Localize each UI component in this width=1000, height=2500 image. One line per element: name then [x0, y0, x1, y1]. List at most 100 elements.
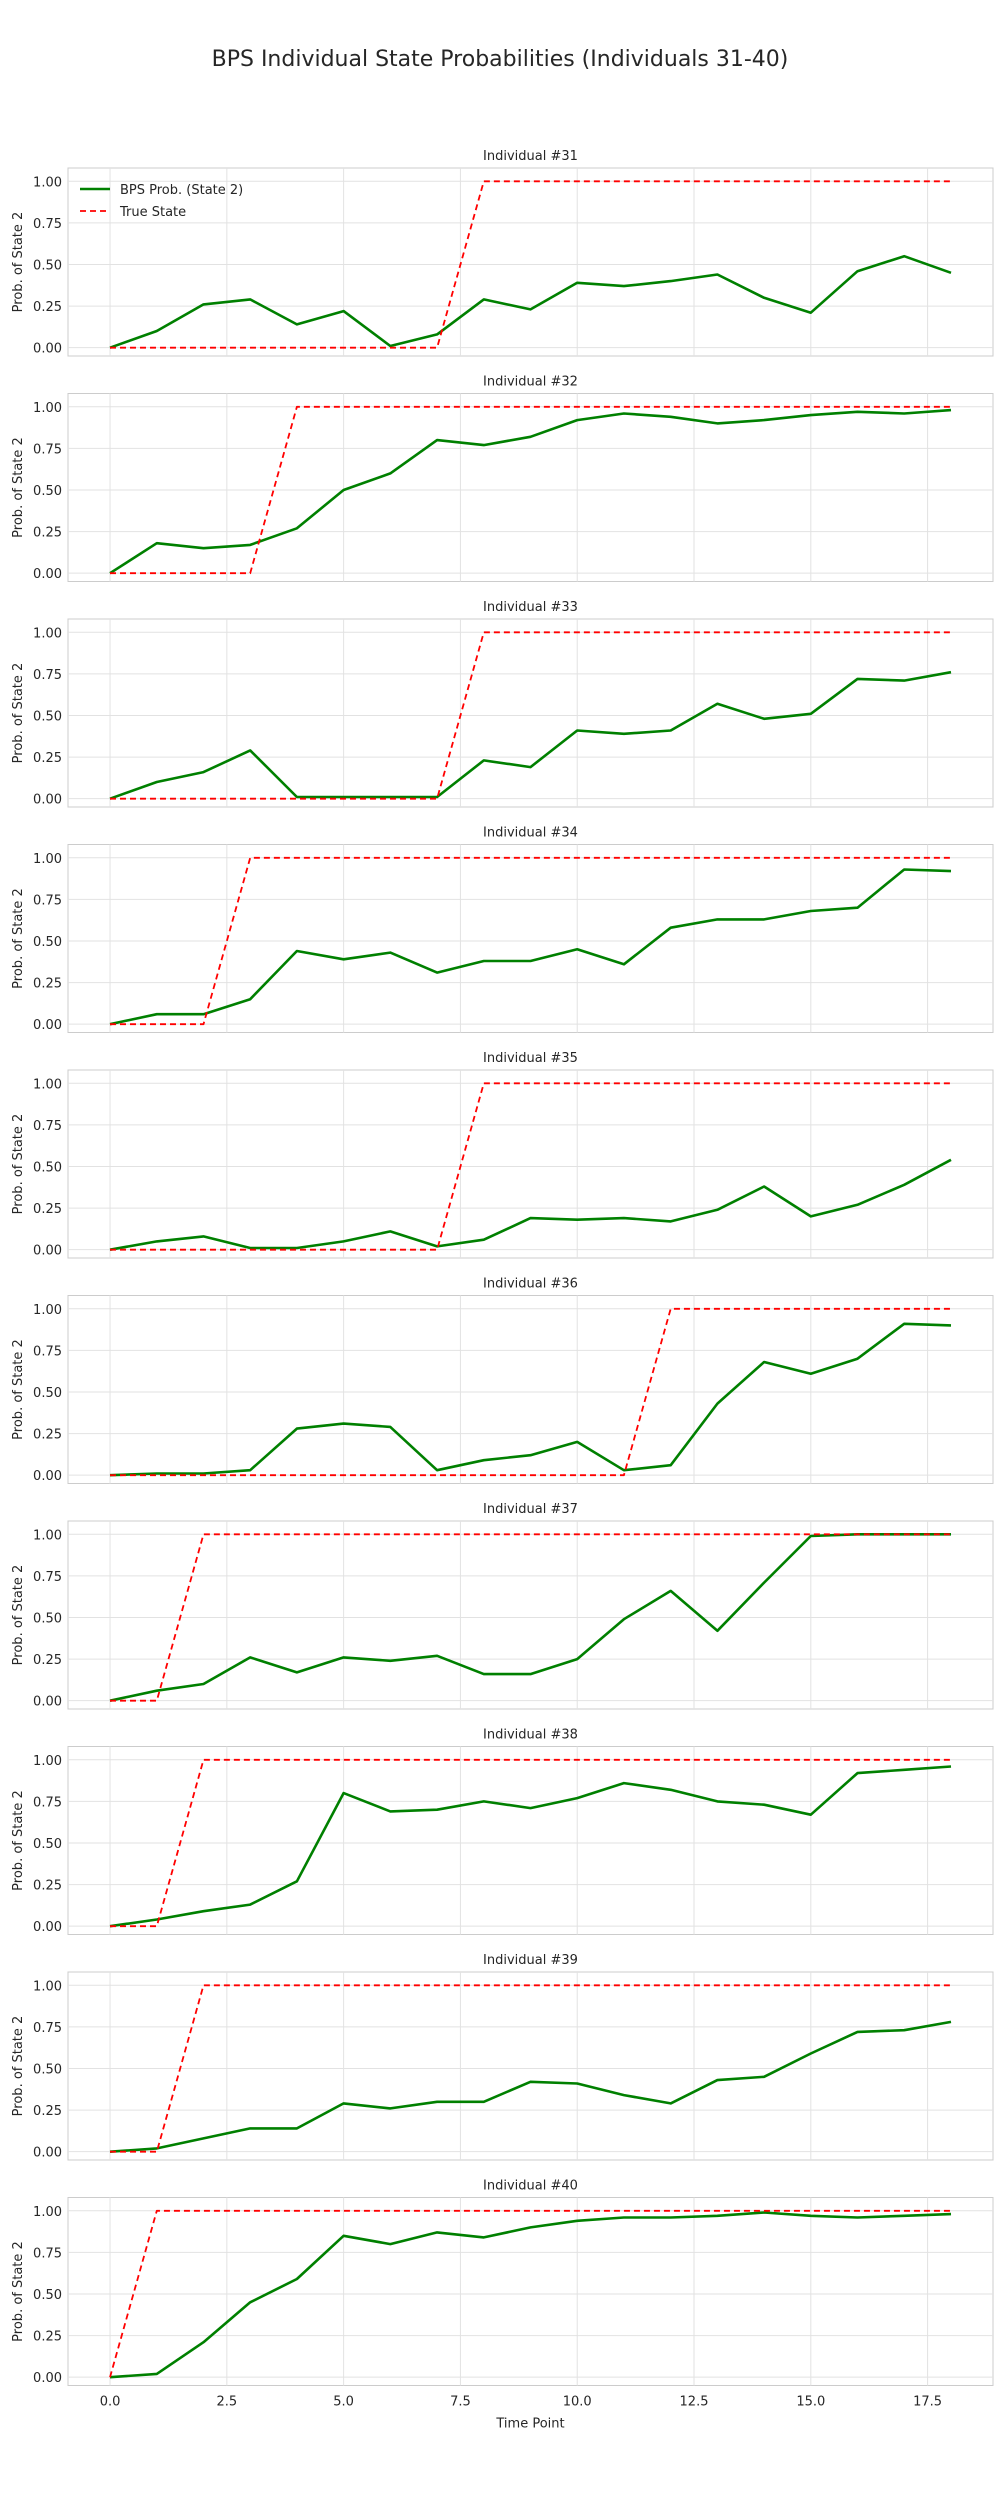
y-tick-label: 0.75	[33, 1795, 62, 1810]
axes-frame	[67, 167, 994, 357]
y-tick-label: 0.25	[33, 526, 62, 541]
y-tick-label: 0.50	[33, 1837, 62, 1852]
y-tick-label: 1.00	[33, 1754, 62, 1769]
panel-title: Individual #37	[483, 1502, 578, 1517]
bps-prob-line	[109, 868, 952, 1026]
panel-title: Individual #35	[483, 1051, 578, 1066]
y-tick-label: 0.50	[33, 2062, 62, 2077]
panel-8: 0.00 0.25 0.50 0.75 1.00 Individual #38 Prob. …	[11, 1728, 994, 1935]
true-state-line	[110, 1082, 951, 1251]
y-axis-label: Prob. of State 2	[11, 1565, 26, 1666]
x-tick-label: 7.5	[450, 2395, 471, 2410]
y-tick-label: 0.75	[33, 442, 62, 457]
panel-9: 0.00 0.25 0.50 0.75 1.00 Individual #39 Prob. …	[11, 1953, 994, 2161]
y-tick-label: 0.25	[33, 1428, 62, 1443]
x-tick-label: 0.0	[100, 2395, 121, 2410]
x-axis-label: Time Point	[495, 2417, 564, 2432]
axes-frame	[67, 844, 994, 1033]
bps-prob-line	[109, 254, 952, 349]
bps-prob-line	[109, 1322, 952, 1477]
y-axis-label: Prob. of State 2	[11, 1339, 26, 1440]
y-tick-label: 0.75	[33, 1570, 62, 1585]
y-tick-label: 0.50	[33, 1386, 62, 1401]
bps-prob-line	[109, 1765, 952, 1928]
y-tick-label: 0.25	[33, 300, 62, 315]
axes-frame	[67, 1069, 994, 1259]
y-tick-label: 0.75	[33, 1119, 62, 1134]
y-axis-label: Prob. of State 2	[11, 1790, 26, 1891]
legend-label-true: True State	[119, 205, 186, 220]
panel-title: Individual #38	[483, 1728, 578, 1743]
x-tick-label: 5.0	[333, 2395, 354, 2410]
y-tick-label: 1.00	[33, 852, 62, 867]
y-axis-label: Prob. of State 2	[11, 888, 26, 989]
y-tick-label: 0.75	[33, 217, 62, 232]
x-tick-label: 15.0	[796, 2395, 825, 2410]
y-tick-label: 1.00	[33, 175, 62, 190]
y-axis-label: Prob. of State 2	[11, 1114, 26, 1215]
figure-title: BPS Individual State Probabilities (Indi…	[212, 47, 789, 72]
true-state-line	[110, 1307, 951, 1477]
x-tick-label: 2.5	[216, 2395, 237, 2410]
y-tick-label: 0.25	[33, 1653, 62, 1668]
y-tick-label: 0.25	[33, 751, 62, 766]
legend: BPS Prob. (State 2) True State	[80, 183, 243, 220]
y-tick-label: 1.00	[33, 1077, 62, 1092]
y-axis-label: Prob. of State 2	[11, 2016, 26, 2117]
y-tick-label: 0.50	[33, 935, 62, 950]
x-tick-label: 12.5	[680, 2395, 709, 2410]
x-tick-label: 10.0	[563, 2395, 592, 2410]
y-tick-label: 0.50	[33, 1160, 62, 1175]
panels: 0.00 0.25 0.50 0.75 1.00 Individual #31 Prob. …	[11, 149, 994, 2432]
bps-prob-line	[109, 1158, 952, 1251]
true-state-line	[110, 180, 951, 349]
panel-7: 0.00 0.25 0.50 0.75 1.00 Individual #37 Prob. …	[11, 1502, 994, 1710]
y-tick-label: 0.25	[33, 2330, 62, 2345]
y-axis-label: Prob. of State 2	[11, 437, 26, 538]
axes-frame	[67, 1746, 994, 1935]
y-tick-label: 0.50	[33, 709, 62, 724]
y-tick-label: 1.00	[33, 2205, 62, 2220]
panel-3: 0.00 0.25 0.50 0.75 1.00 Individual #33 Prob. …	[11, 600, 994, 808]
y-tick-label: 1.00	[33, 1979, 62, 1994]
panel-6: 0.00 0.25 0.50 0.75 1.00 Individual #36 Prob. …	[11, 1277, 994, 1484]
legend-label-bps: BPS Prob. (State 2)	[120, 183, 243, 198]
panel-4: 0.00 0.25 0.50 0.75 1.00 Individual #34 Prob. …	[11, 826, 994, 1033]
y-tick-label: 0.00	[33, 1469, 62, 1484]
panel-title: Individual #40	[483, 2179, 578, 2194]
axes-frame	[67, 393, 994, 582]
axes-frame	[67, 2197, 994, 2386]
y-tick-label: 0.50	[33, 258, 62, 273]
y-tick-label: 0.75	[33, 893, 62, 908]
y-axis-label: Prob. of State 2	[11, 2241, 26, 2342]
y-tick-label: 1.00	[33, 1303, 62, 1318]
y-tick-label: 0.00	[33, 342, 62, 357]
x-tick-label: 17.5	[913, 2395, 942, 2410]
axes-frame	[67, 618, 994, 808]
y-tick-label: 1.00	[33, 401, 62, 416]
y-tick-label: 0.00	[33, 1244, 62, 1259]
bps-prob-line	[109, 408, 952, 575]
y-tick-label: 0.00	[33, 2371, 62, 2386]
bps-prob-line	[109, 2211, 952, 2379]
y-tick-label: 0.75	[33, 1344, 62, 1359]
true-state-line	[110, 631, 951, 800]
y-tick-label: 0.50	[33, 2288, 62, 2303]
y-tick-label: 1.00	[33, 626, 62, 641]
axes-frame	[67, 1520, 994, 1710]
panel-10: 0.00 0.25 0.50 0.75 1.00 0.0 2.5 5.0 7.5 10.0 12.5…	[11, 2179, 994, 2432]
axes-frame	[67, 1295, 994, 1484]
y-tick-label: 0.25	[33, 2104, 62, 2119]
bps-prob-line	[109, 1533, 951, 1702]
panel-title: Individual #39	[483, 1953, 578, 1968]
y-tick-label: 0.00	[33, 1920, 62, 1935]
panel-1: 0.00 0.25 0.50 0.75 1.00 Individual #31 Prob. …	[11, 149, 994, 357]
panel-2: 0.00 0.25 0.50 0.75 1.00 Individual #32 Prob. …	[11, 375, 994, 582]
axes-frame	[67, 1971, 994, 2161]
true-state-line	[110, 405, 951, 575]
y-tick-label: 0.75	[33, 668, 62, 683]
panel-title: Individual #32	[483, 375, 578, 390]
y-tick-label: 0.00	[33, 1018, 62, 1033]
bps-prob-line	[109, 670, 952, 800]
